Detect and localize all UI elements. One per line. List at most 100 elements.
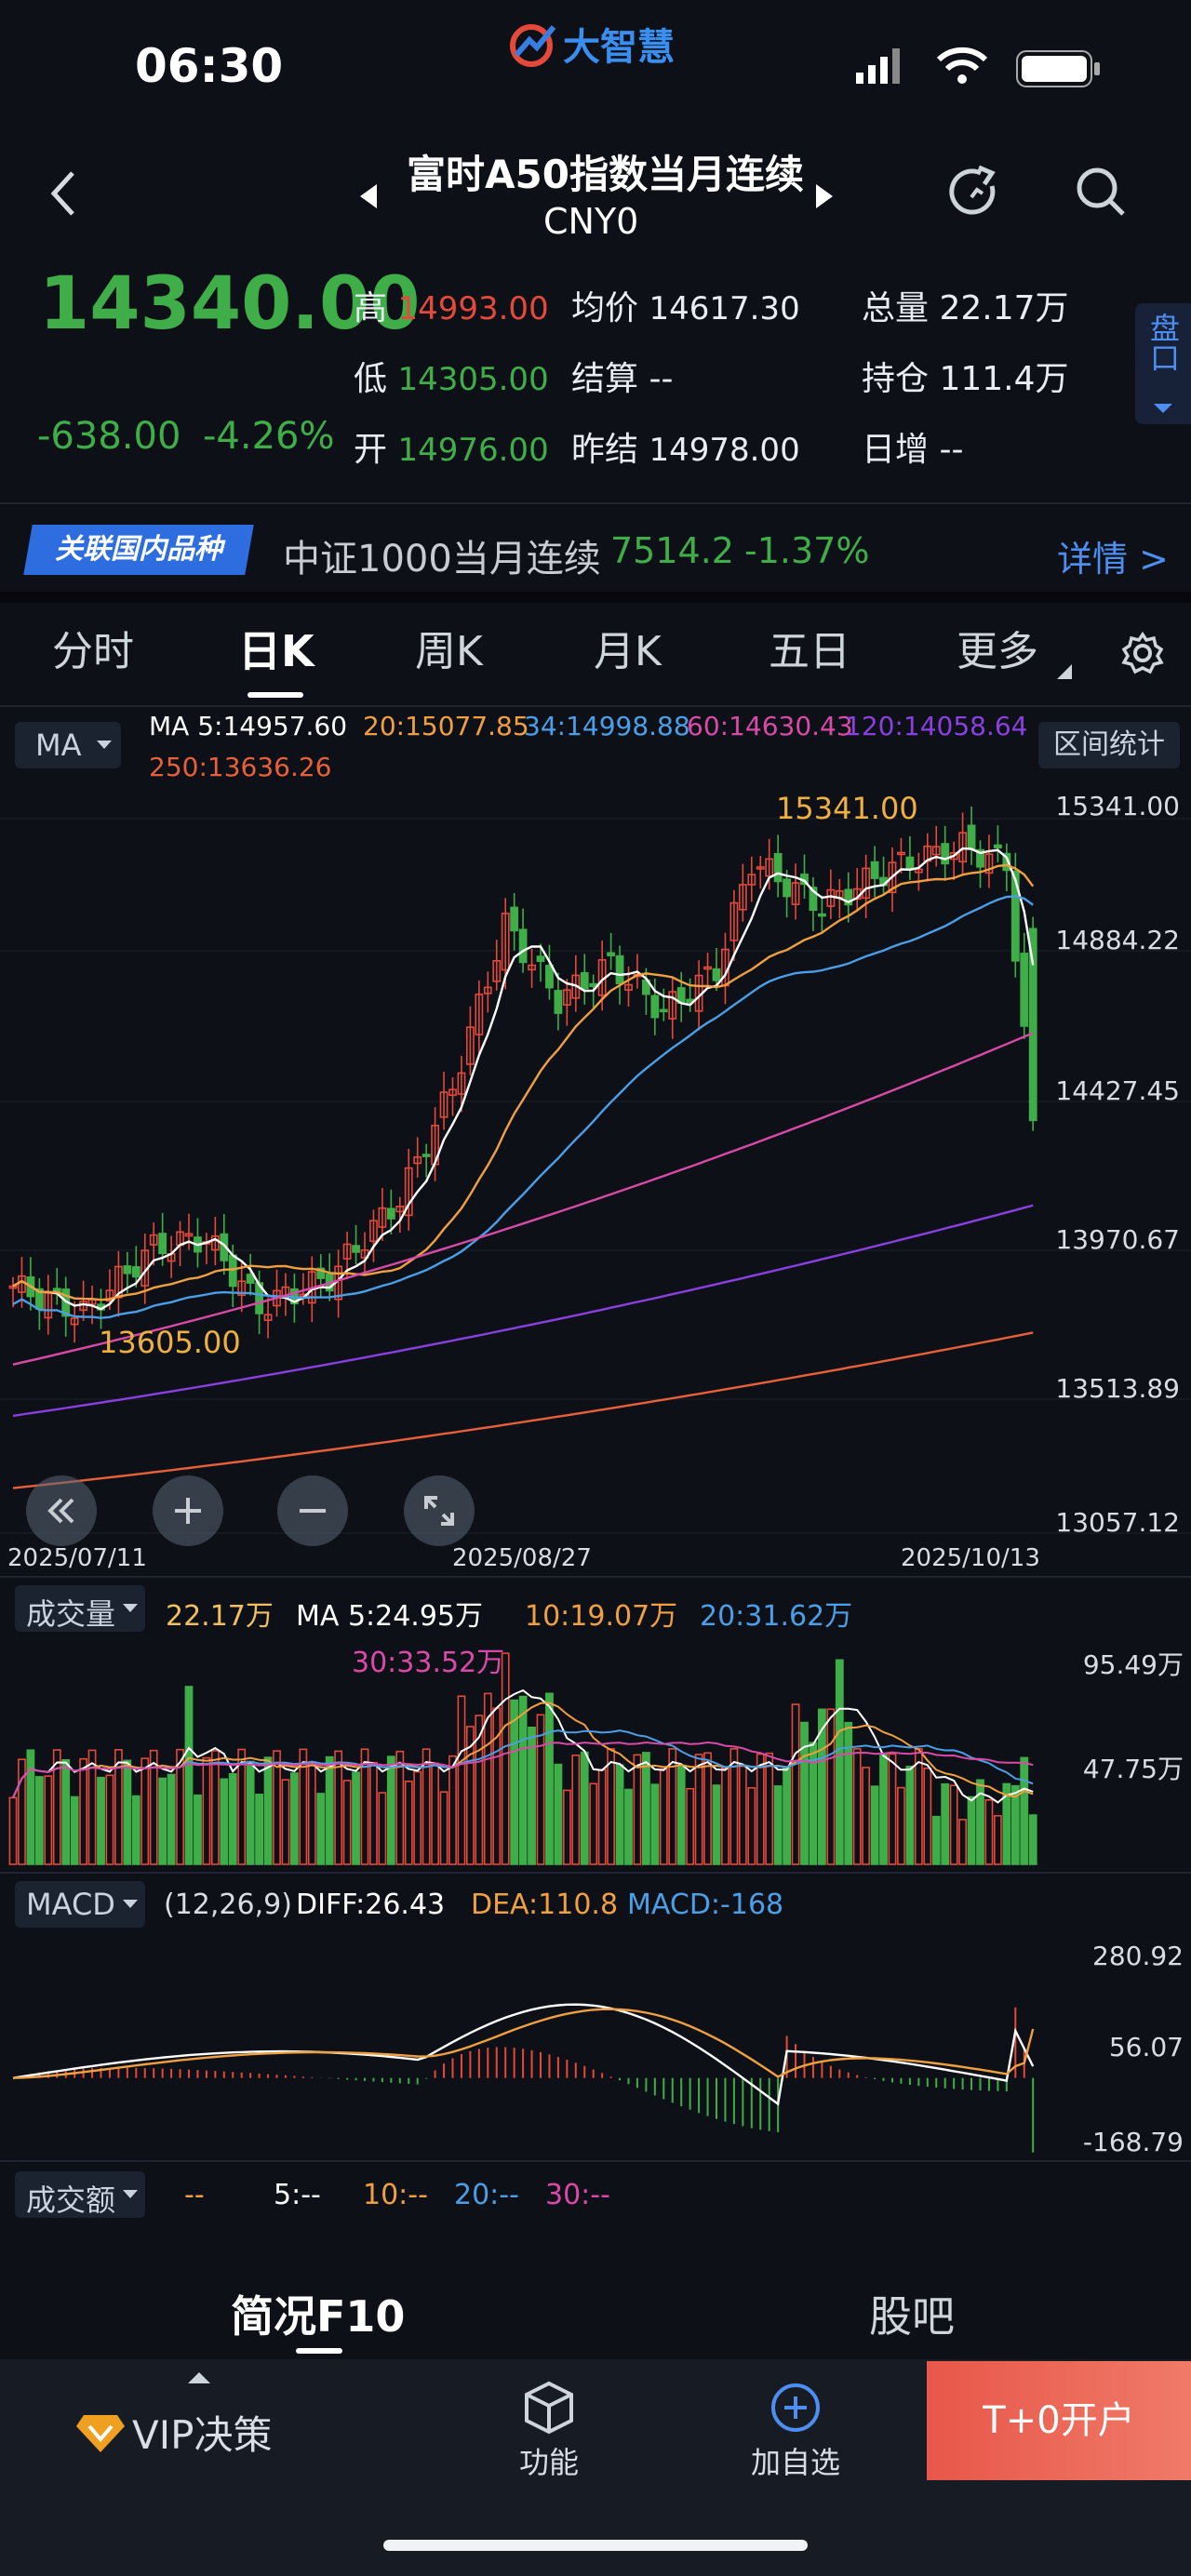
volume-ma30-legend: 30:33.52万 (352, 1647, 505, 1679)
candle-body (817, 913, 826, 917)
volume-label: 总量 (862, 289, 930, 327)
candle-body (765, 858, 774, 877)
date-tick: 2025/08/27 (452, 1544, 592, 1572)
volume-bar (439, 1791, 448, 1865)
tab-five-day[interactable]: 五日 (769, 628, 850, 675)
fullscreen-button[interactable] (404, 1475, 475, 1546)
range-stats-button[interactable]: 区间统计 (1038, 722, 1180, 768)
volume-bar (835, 1659, 844, 1865)
volume-value: 22.17万 (939, 289, 1069, 327)
volume-bar (879, 1752, 888, 1865)
volume-bar (87, 1749, 97, 1865)
brand-logo-icon (510, 24, 556, 67)
volume-bar (1002, 1782, 1011, 1865)
volume-bar (905, 1765, 915, 1865)
candle-body (457, 1072, 466, 1095)
ma60-legend: 60:14630.43 (687, 711, 853, 741)
candle-body (862, 867, 871, 900)
volume-ma30-line (12, 1741, 1034, 1798)
tab-more[interactable]: 更多 (957, 628, 1038, 675)
settings-gear-icon[interactable] (1120, 631, 1165, 679)
price-tick: 13970.67 (1055, 1224, 1180, 1255)
date-tick: 2025/10/13 (901, 1544, 1040, 1572)
prev-contract-icon[interactable] (358, 182, 379, 214)
candle-body (439, 1091, 448, 1118)
scroll-left-button[interactable] (26, 1475, 97, 1546)
candle-body (967, 824, 976, 850)
macd-chart[interactable] (0, 1926, 1051, 2158)
search-icon[interactable] (1073, 164, 1129, 223)
volume-bar (289, 1772, 299, 1865)
zoom-in-button[interactable] (153, 1475, 223, 1546)
tab-intraday[interactable]: 分时 (52, 628, 134, 675)
next-contract-icon[interactable] (814, 182, 835, 214)
related-detail-link[interactable]: 详情 > (1057, 539, 1169, 580)
volume-bar (923, 1767, 932, 1865)
volume-bar (1028, 1814, 1037, 1865)
volume-bar (448, 1755, 457, 1865)
volume-bar (967, 1795, 976, 1865)
volume-bar (721, 1768, 729, 1865)
volume-bar (1020, 1756, 1029, 1865)
volume-bar (8, 1796, 18, 1865)
open-account-button[interactable]: T+0开户 (927, 2361, 1191, 2480)
tab-daily-k[interactable]: 日K (238, 626, 314, 676)
tab-f10[interactable]: 简况F10 (231, 2291, 406, 2342)
volume-bar (676, 1765, 686, 1865)
candle-body (668, 991, 677, 1020)
volume-selector[interactable]: 成交量 (15, 1585, 145, 1632)
ma120-line (12, 1204, 1034, 1418)
volume-bar (34, 1776, 44, 1865)
tab-f10-indicator (296, 2348, 342, 2354)
diamond-icon (76, 2414, 125, 2452)
tab-weekly-k[interactable]: 周K (415, 628, 483, 675)
tab-monthly-k[interactable]: 月K (594, 628, 662, 675)
ma120-legend: 120:14058.64 (845, 711, 1028, 741)
volume-bar (580, 1751, 589, 1865)
candle-body (976, 848, 984, 868)
candle-body (8, 1285, 18, 1289)
volume-bar (299, 1748, 308, 1865)
volume-bar (316, 1793, 326, 1865)
prev-settle-label: 昨结 (571, 431, 639, 469)
vip-button[interactable]: VIP决策 (74, 2404, 272, 2461)
amount-selector[interactable]: 成交额 (15, 2171, 145, 2218)
volume-tick: 95.49万 (1082, 1649, 1184, 1680)
prev-settle-value: 14978.00 (649, 432, 800, 469)
candle-body (554, 990, 563, 1014)
candle-body (703, 966, 712, 970)
avg-label: 均价 (571, 289, 639, 327)
function-button[interactable]: 功能 (493, 2380, 605, 2482)
related-name[interactable]: 中证1000当月连续 (283, 538, 601, 581)
macd-selector-label: MACD (26, 1887, 115, 1922)
add-watchlist-button[interactable]: 加自选 (735, 2380, 856, 2482)
kline-chart[interactable] (0, 781, 1191, 1582)
back-icon[interactable] (47, 167, 80, 223)
order-book-tab[interactable]: 盘口 (1135, 303, 1191, 424)
candle-body (589, 982, 598, 988)
caret-down-icon (1154, 404, 1172, 413)
volume-bar (457, 1695, 466, 1865)
last-price: 14340.00 (39, 262, 421, 346)
amount-selector-label: 成交额 (26, 2182, 116, 2218)
ma-selector[interactable]: MA (15, 722, 121, 768)
brand-name: 大智慧 (563, 26, 675, 69)
candle-body (263, 1314, 273, 1321)
volume-bar (783, 1767, 791, 1865)
volume-bar (141, 1757, 150, 1865)
tab-forum[interactable]: 股吧 (869, 2291, 955, 2342)
zoom-out-button[interactable] (277, 1475, 348, 1546)
caret-down-icon (123, 1900, 138, 1908)
volume-bar (844, 1721, 853, 1865)
volume-bar (123, 1759, 132, 1865)
macd-selector[interactable]: MACD (15, 1881, 145, 1928)
candle-body (184, 1233, 194, 1237)
candle-body (510, 906, 519, 932)
candle-body (809, 887, 818, 912)
refresh-icon[interactable] (947, 164, 1003, 223)
price-tick: 14884.22 (1055, 925, 1180, 955)
volume-bar (686, 1787, 695, 1865)
volume-chart[interactable] (0, 1637, 1051, 1870)
volume-bar (26, 1749, 35, 1865)
volume-ma5-line (12, 1688, 1034, 1804)
